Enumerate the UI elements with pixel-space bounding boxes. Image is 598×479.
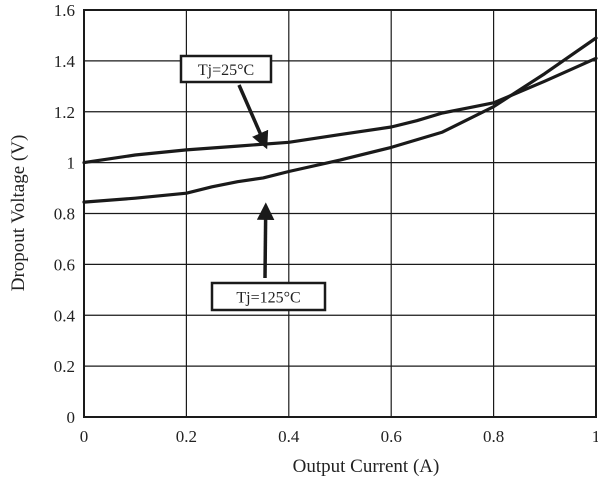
- y-tick-label: 1.4: [54, 52, 76, 71]
- y-tick-label: 0.6: [54, 255, 75, 274]
- x-tick-labels: 0 0.2 0.4 0.6 0.8 1: [80, 427, 598, 446]
- x-tick-label: 0.2: [176, 427, 197, 446]
- y-axis-title: Dropout Voltage (V): [8, 135, 29, 292]
- x-tick-label: 0.4: [278, 427, 300, 446]
- x-tick-label: 0: [80, 427, 89, 446]
- plot-frame: [83, 9, 597, 418]
- annotations: Tj=25°C Tj=125°C: [179, 54, 327, 312]
- series-line-tj125: [82, 36, 598, 204]
- annotation-tj125: Tj=125°C: [210, 202, 327, 312]
- y-tick-label: 0.2: [54, 357, 75, 376]
- series-layer: [82, 36, 598, 204]
- annotation-label: Tj=125°C: [236, 290, 300, 307]
- grid-lines: [83, 9, 597, 418]
- x-axis-title: Output Current (A): [293, 456, 440, 477]
- y-tick-label: 1: [67, 154, 76, 173]
- y-tick-label: 0.8: [54, 205, 75, 224]
- x-tick-label: 1: [592, 427, 598, 446]
- x-tick-label: 0.8: [483, 427, 504, 446]
- y-tick-label: 0.4: [54, 306, 76, 325]
- series-line-tj25: [82, 56, 598, 165]
- y-tick-label: 1.2: [54, 103, 75, 122]
- annotation-arrow: [256, 202, 275, 279]
- x-tick-label: 0.6: [381, 427, 402, 446]
- y-tick-labels: 0 0.2 0.4 0.6 0.8 1 1.2 1.4 1.6: [54, 1, 76, 427]
- y-tick-label: 0: [67, 408, 76, 427]
- annotation-box: [179, 54, 273, 84]
- y-tick-label: 1.6: [54, 1, 75, 20]
- annotation-tj25: Tj=25°C: [179, 54, 273, 150]
- annotation-label: Tj=25°C: [198, 62, 254, 79]
- annotation-box: [210, 281, 327, 312]
- annotation-arrow: [237, 84, 269, 150]
